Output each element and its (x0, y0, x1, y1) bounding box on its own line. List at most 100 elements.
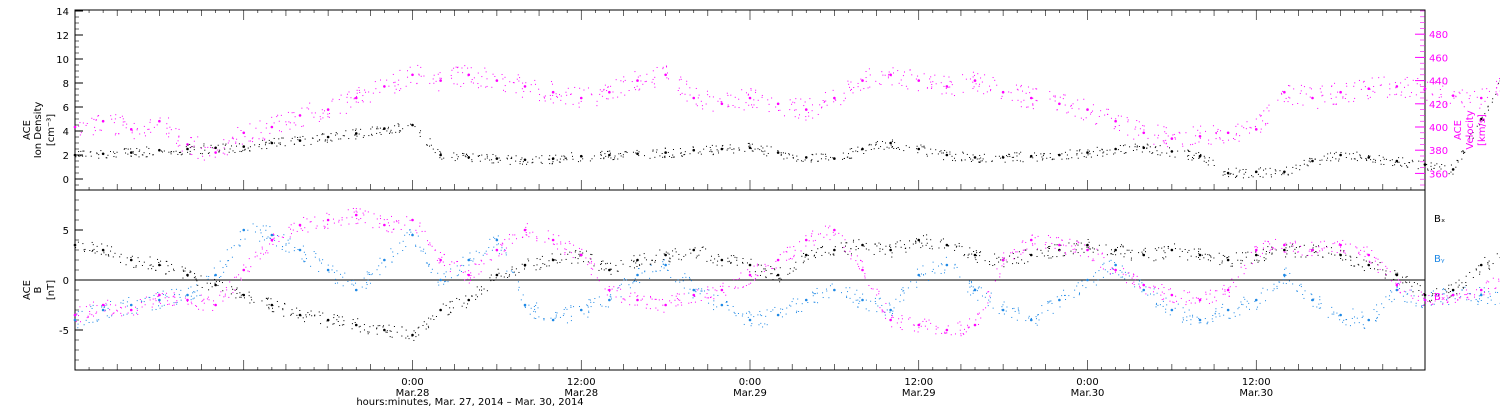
velocity-dot (651, 81, 653, 83)
by-dot (1124, 278, 1126, 280)
density-dot (1326, 159, 1328, 161)
bx-dot (853, 239, 855, 241)
density-dot (572, 158, 574, 160)
density-dot (1440, 168, 1442, 170)
bz-dot (245, 266, 247, 268)
velocity-dot (345, 112, 347, 114)
density-dot (966, 153, 968, 155)
by-dot (609, 295, 611, 297)
velocity-dot (1198, 141, 1200, 143)
velocity-dot (652, 70, 654, 72)
bx-dot (1265, 250, 1267, 252)
bz-dot (570, 252, 572, 254)
by-dot (734, 312, 736, 314)
density-dot (1066, 158, 1068, 160)
bx-dot (1187, 251, 1189, 253)
velocity-dot (277, 114, 279, 116)
bx-dot (432, 315, 434, 317)
velocity-dot (1246, 121, 1248, 123)
bz-dot (636, 296, 638, 298)
density-dot (1229, 173, 1231, 175)
bx-dot (916, 238, 918, 240)
velocity-dot (291, 112, 293, 114)
density-dot (1430, 168, 1432, 170)
bx-dot (1092, 251, 1094, 253)
density-dot (761, 150, 763, 152)
bz-dot (501, 242, 503, 244)
density-dot (804, 159, 806, 161)
by-dot (742, 313, 744, 315)
by-dot (1248, 302, 1250, 304)
velocity-dot (700, 100, 702, 102)
velocity-dot (462, 72, 464, 74)
velocity-dot (1072, 103, 1074, 105)
density-dot (1463, 152, 1465, 154)
velocity-dot (869, 74, 871, 76)
density-dot (865, 150, 867, 152)
velocity-dot (1288, 96, 1290, 98)
by-dot (970, 281, 972, 283)
density-point-14 (467, 156, 471, 159)
bz-dot (557, 248, 559, 250)
density-dot (1275, 170, 1277, 172)
bz-dot (372, 227, 374, 229)
bx-dot (776, 275, 778, 277)
by-point-16 (523, 303, 527, 307)
density-dot (1299, 169, 1301, 171)
density-dot (1138, 146, 1140, 148)
bx-dot (874, 243, 876, 245)
density-dot (662, 156, 664, 158)
bx-dot (418, 334, 420, 336)
density-dot (319, 139, 321, 141)
bx-dot (83, 249, 85, 251)
bz-dot (121, 307, 123, 309)
bx-dot (1374, 268, 1376, 270)
density-dot (498, 157, 500, 159)
bx-dot (879, 250, 881, 252)
velocity-dot (551, 81, 553, 83)
bz-dot (629, 295, 631, 297)
bx-dot (1174, 243, 1176, 245)
by-dot (179, 296, 181, 298)
by-dot (746, 312, 748, 314)
bx-dot (1413, 281, 1415, 283)
by-dot (1442, 288, 1444, 290)
bz-dot (348, 223, 350, 225)
bz-dot (526, 234, 528, 236)
bx-dot (476, 286, 478, 288)
bx-dot (524, 266, 526, 268)
velocity-dot (743, 109, 745, 111)
bz-dot (396, 221, 398, 223)
by-dot (297, 249, 299, 251)
bx-dot (1242, 252, 1244, 254)
density-dot (1136, 146, 1138, 148)
velocity-dot (1287, 101, 1289, 103)
velocity-dot (453, 67, 455, 69)
by-dot (493, 246, 495, 248)
bz-dot (176, 300, 178, 302)
bx-point-42 (1254, 253, 1258, 257)
bx-dot (1027, 261, 1029, 263)
bz-dot (511, 242, 513, 244)
velocity-dot (1083, 98, 1085, 100)
velocity-dot (603, 88, 605, 90)
velocity-dot (1215, 132, 1217, 134)
bx-dot (1488, 267, 1490, 269)
density-dot (354, 134, 356, 136)
bx-dot (1024, 249, 1026, 251)
velocity-dot (144, 135, 146, 137)
bz-point-14 (467, 273, 471, 277)
velocity-dot (207, 146, 209, 148)
by-dot (1442, 289, 1444, 291)
by-dot (1483, 291, 1485, 293)
velocity-dot (730, 94, 732, 96)
by-dot (196, 284, 198, 286)
by-dot (743, 323, 745, 325)
by-dot (587, 306, 589, 308)
bx-dot (1088, 248, 1090, 250)
bx-dot (1317, 254, 1319, 256)
bx-dot (209, 282, 211, 284)
by-dot (981, 295, 983, 297)
bx-dot (727, 257, 729, 259)
bx-dot (956, 245, 958, 247)
